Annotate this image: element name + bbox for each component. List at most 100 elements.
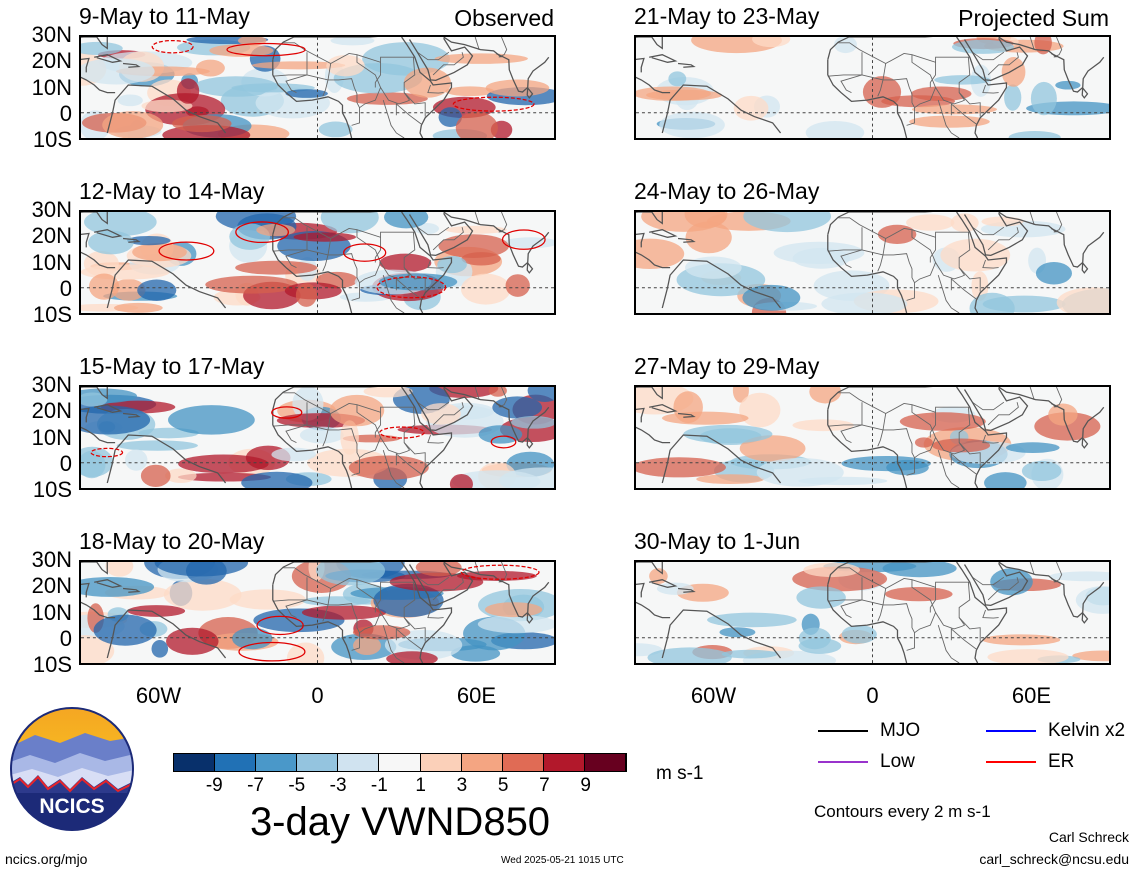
wind-anomaly-shade: [140, 464, 171, 487]
coastline: [272, 562, 295, 585]
country-border: [432, 227, 464, 251]
country-border: [958, 267, 981, 292]
coastline: [81, 251, 116, 269]
coastline: [636, 232, 645, 248]
wind-anomaly-shade: [403, 67, 451, 98]
panel-period-title: 24-May to 26-May: [634, 178, 820, 204]
coastline: [526, 612, 534, 624]
coastline: [81, 582, 90, 598]
wind-anomaly-shade: [326, 54, 365, 77]
wind-anomaly-shade: [318, 121, 353, 138]
country-border: [937, 99, 960, 138]
wind-anomaly-shade: [673, 391, 703, 424]
wind-anomaly-shade: [477, 614, 554, 634]
coastline: [636, 76, 671, 94]
country-border: [285, 227, 308, 268]
wind-anomaly-shade: [803, 562, 860, 578]
er-contour: [271, 406, 303, 419]
country-border: [972, 401, 1005, 411]
country-border: [272, 424, 360, 458]
legend-label: Kelvin x2: [1048, 720, 1126, 741]
coastline: [81, 562, 108, 575]
country-border: [982, 609, 999, 619]
country-border: [351, 262, 381, 301]
footer-url[interactable]: ncics.org/mjo: [5, 851, 88, 867]
y-tick-label: 10N: [31, 249, 72, 275]
wind-anomaly-shade: [505, 274, 530, 297]
wind-anomaly-shade: [527, 387, 554, 402]
wind-anomaly-shade: [982, 634, 1061, 646]
coastline: [272, 387, 295, 410]
coastline: [443, 212, 502, 233]
legend-swatch: [818, 730, 868, 732]
coastline: [636, 407, 645, 423]
legend-swatch: [818, 761, 868, 763]
logo-text: NCICS: [39, 795, 104, 818]
coastline: [94, 229, 123, 238]
wind-anomaly-shade: [987, 649, 1069, 663]
country-border: [877, 413, 887, 447]
wind-anomaly-shade: [911, 104, 997, 115]
country-border: [283, 42, 415, 65]
colorbar-tick-label: 7: [539, 775, 550, 796]
wind-anomaly-shade: [886, 459, 929, 476]
footer-timestamp: Wed 2025-05-21 1015 UTC: [501, 855, 624, 866]
footer-email[interactable]: carl_schreck@ncsu.edu: [979, 851, 1129, 867]
country-border: [382, 99, 405, 138]
country-border: [982, 434, 999, 444]
coastline: [827, 584, 908, 663]
coastline: [122, 62, 141, 68]
wind-anomaly-shade: [636, 238, 685, 270]
er-contour: [238, 641, 306, 662]
wind-anomaly-shade: [81, 450, 106, 479]
x-tick-label: 60E: [1011, 683, 1052, 708]
country-border: [972, 51, 1005, 61]
er-contour: [490, 435, 517, 449]
coastline: [649, 229, 678, 238]
country-border: [395, 277, 422, 300]
country-border: [403, 617, 426, 642]
country-border: [929, 587, 937, 613]
wind-anomaly-shade: [299, 426, 344, 444]
wind-anomaly-shade: [286, 642, 325, 663]
er-contour: [343, 243, 387, 262]
coastline: [636, 57, 645, 73]
country-border: [911, 579, 971, 630]
coastline: [827, 59, 908, 138]
colorbar-swatch: [420, 754, 462, 771]
wind-anomaly-shade: [178, 454, 269, 474]
wind-anomaly-shade: [81, 41, 123, 55]
wind-anomaly-shade: [111, 278, 146, 301]
wind-anomaly-shade: [821, 292, 908, 313]
coastline: [998, 387, 1057, 408]
coastline: [106, 84, 227, 134]
panel-period-title: 18-May to 20-May: [79, 528, 265, 554]
wind-anomaly-shade: [752, 37, 791, 48]
wind-anomaly-shade: [636, 457, 726, 478]
coastline: [106, 609, 227, 659]
coastline: [1081, 87, 1089, 99]
wind-anomaly-shade: [899, 412, 986, 431]
coastline: [649, 54, 678, 63]
legend-label: ER: [1048, 751, 1075, 772]
coastline: [636, 582, 645, 598]
y-tick-label: 20N: [31, 573, 72, 599]
country-border: [958, 92, 981, 117]
wind-anomaly-shade: [450, 645, 501, 662]
wind-anomaly-shade: [320, 212, 379, 234]
wind-anomaly-shade: [363, 387, 413, 398]
country-border: [840, 227, 863, 268]
country-border: [950, 627, 977, 650]
colorbar-tick-label: -5: [288, 775, 306, 796]
footer-author: Carl Schreck: [1048, 829, 1129, 845]
wind-anomaly-shade: [141, 99, 193, 113]
wind-anomaly-shade: [461, 252, 501, 266]
country-border: [356, 54, 416, 105]
coastline: [401, 387, 453, 488]
wind-anomaly-shade: [659, 111, 725, 138]
country-border: [958, 442, 981, 467]
wind-anomaly-shade: [434, 53, 528, 64]
colorbar-tick-label: -9: [205, 775, 223, 796]
country-border: [906, 87, 936, 126]
coastline: [106, 434, 227, 484]
